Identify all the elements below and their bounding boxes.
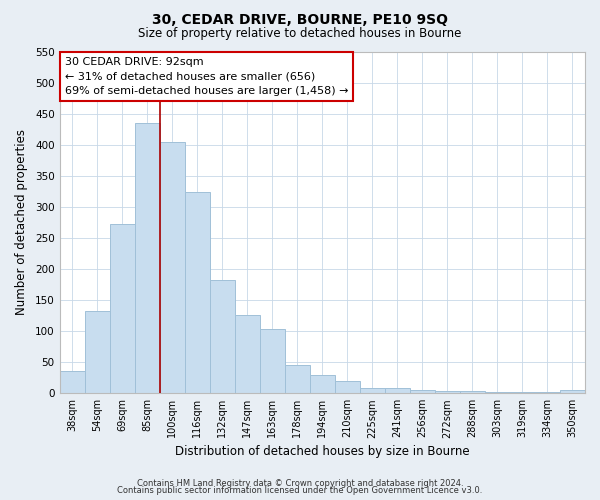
Bar [535,392,560,393]
Bar [510,392,535,393]
Bar [260,329,285,393]
X-axis label: Distribution of detached houses by size in Bourne: Distribution of detached houses by size … [175,444,470,458]
Bar [285,365,310,393]
Bar [410,390,435,393]
Bar [310,374,335,393]
Bar [360,388,385,393]
Bar [235,315,260,393]
Bar [85,310,110,393]
Text: Contains public sector information licensed under the Open Government Licence v3: Contains public sector information licen… [118,486,482,495]
Bar [460,392,485,393]
Bar [485,392,510,393]
Bar [335,381,360,393]
Bar [209,280,235,393]
Text: 30 CEDAR DRIVE: 92sqm
← 31% of detached houses are smaller (656)
69% of semi-det: 30 CEDAR DRIVE: 92sqm ← 31% of detached … [65,56,349,96]
Bar [110,224,134,393]
Bar [185,192,209,393]
Bar [560,390,585,393]
Y-axis label: Number of detached properties: Number of detached properties [15,130,28,316]
Bar [59,372,85,393]
Bar [435,392,460,393]
Bar [134,123,160,393]
Text: Size of property relative to detached houses in Bourne: Size of property relative to detached ho… [139,28,461,40]
Bar [160,142,185,393]
Bar [385,388,410,393]
Text: Contains HM Land Registry data © Crown copyright and database right 2024.: Contains HM Land Registry data © Crown c… [137,478,463,488]
Text: 30, CEDAR DRIVE, BOURNE, PE10 9SQ: 30, CEDAR DRIVE, BOURNE, PE10 9SQ [152,12,448,26]
